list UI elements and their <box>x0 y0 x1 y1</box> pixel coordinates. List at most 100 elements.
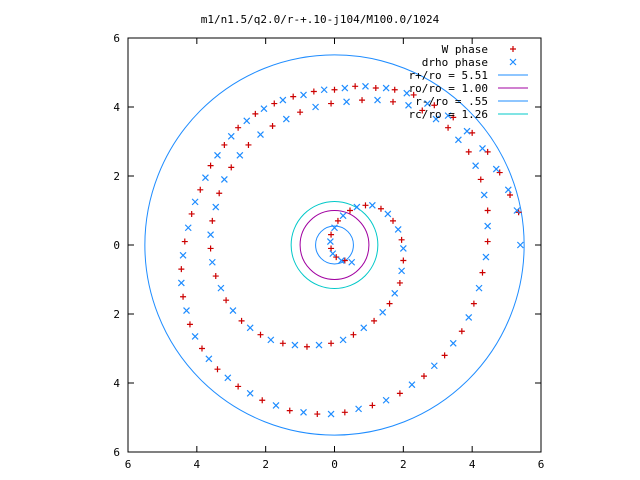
chart-title: m1/n1.5/q2.0/r-+.10-j104/M100.0/1024 <box>201 13 440 26</box>
w-phase-point <box>252 110 259 117</box>
y-tick-label: 0 <box>113 239 120 252</box>
drho-phase-point <box>260 105 268 113</box>
legend-label: rc/ro = 1.26 <box>409 108 488 121</box>
drho-phase-point <box>399 245 407 252</box>
drho-phase-point <box>465 314 473 321</box>
w-phase-point <box>479 269 486 276</box>
w-phase-point <box>245 141 252 148</box>
drho-phase-point <box>229 307 237 314</box>
w-phase-point <box>350 331 357 338</box>
y-tick-label: 2 <box>113 308 120 321</box>
w-phase-point <box>477 176 484 183</box>
drho-phase-point <box>207 231 215 239</box>
w-phase-point <box>310 88 317 95</box>
x-tick-label: 2 <box>262 458 269 471</box>
drho-phase-point <box>208 258 216 266</box>
w-phase-point <box>450 114 457 121</box>
drho-phase-point <box>300 408 307 416</box>
drho-phase-point <box>220 176 228 183</box>
drho-phase-point <box>326 238 334 245</box>
w-phase-point <box>484 148 491 155</box>
drho-phase-point <box>177 279 185 287</box>
w-phase-point <box>328 100 335 107</box>
w-phase-point <box>369 402 376 409</box>
drho-phase-point <box>202 174 209 182</box>
drho-phase-point <box>246 324 254 332</box>
drho-phase-point <box>432 115 440 123</box>
drho-phase-point <box>482 253 490 261</box>
drho-phase-point <box>479 144 486 152</box>
drho-phase-point <box>184 224 192 232</box>
w-phase-point <box>328 231 335 238</box>
w-phase-point <box>396 390 403 397</box>
drho-phase-point <box>480 191 488 199</box>
drho-phase-point <box>355 405 363 413</box>
drho-phase-point <box>243 117 251 125</box>
drho-phase-point <box>492 165 500 173</box>
w-phase-point <box>341 409 348 416</box>
w-phase-point <box>390 217 397 224</box>
w-phase-point <box>290 93 297 100</box>
w-phase-point <box>445 124 452 131</box>
drho-phase-point <box>391 289 399 297</box>
x-tick-label: 0 <box>331 458 338 471</box>
w-phase-point <box>303 343 310 350</box>
drho-phase-point <box>217 284 225 292</box>
w-phase-point <box>197 186 204 193</box>
w-phase-point <box>314 411 321 418</box>
w-phase-point <box>465 148 472 155</box>
x-tick-label: 4 <box>469 458 476 471</box>
drho-phase-point <box>394 226 402 233</box>
w-phase-point <box>238 317 245 324</box>
w-phase-point <box>371 317 378 324</box>
y-tick-label: 2 <box>113 170 120 183</box>
legend-label: ro/ro = 1.00 <box>409 82 488 95</box>
drho-phase-point <box>374 96 381 104</box>
drho-phase-point <box>424 100 431 107</box>
w-phase-point <box>186 321 193 328</box>
w-phase-point <box>207 245 214 252</box>
legend-label: W phase <box>442 43 488 56</box>
y-tick-label: 6 <box>113 446 120 459</box>
drho-phase-point <box>331 224 338 232</box>
w-phase-point <box>377 205 384 212</box>
w-phase-point <box>346 207 353 214</box>
legend-label: r-/ro = .55 <box>415 95 488 108</box>
drho-phase-point <box>463 127 471 135</box>
legend-marker <box>510 46 516 52</box>
w-phase-point <box>212 273 219 280</box>
drho-phase-point <box>191 198 199 206</box>
drho-phase-point <box>516 241 524 249</box>
reference-circle <box>299 210 370 280</box>
drho-phase-point <box>408 381 416 389</box>
w-phase-point <box>470 300 477 307</box>
phase-points <box>177 82 524 418</box>
w-phase-point <box>178 266 185 273</box>
drho-phase-point <box>179 251 187 259</box>
drho-phase-point <box>384 210 392 218</box>
drho-phase-point <box>282 115 290 123</box>
w-phase-point <box>331 86 338 93</box>
w-phase-point <box>328 340 335 347</box>
drho-phase-point <box>329 250 337 258</box>
drho-phase-point <box>449 339 457 347</box>
reference-circle <box>315 225 354 265</box>
reference-circle <box>144 54 525 436</box>
w-phase-point <box>496 169 503 176</box>
drho-phase-point <box>337 257 345 264</box>
legend-marker <box>509 58 517 66</box>
drho-phase-point <box>405 101 412 109</box>
drho-phase-point <box>327 410 335 418</box>
w-phase-point <box>279 340 286 347</box>
drho-phase-point <box>236 151 244 159</box>
w-phase-point <box>390 98 397 105</box>
drho-phase-point <box>191 333 199 340</box>
x-tick-label: 4 <box>194 458 201 471</box>
w-phase-point <box>359 97 366 104</box>
drho-phase-point <box>320 86 328 94</box>
drho-phase-point <box>513 207 521 214</box>
drho-phase-point <box>484 222 492 230</box>
drho-phase-point <box>379 308 387 316</box>
y-tick-label: 4 <box>113 377 120 390</box>
